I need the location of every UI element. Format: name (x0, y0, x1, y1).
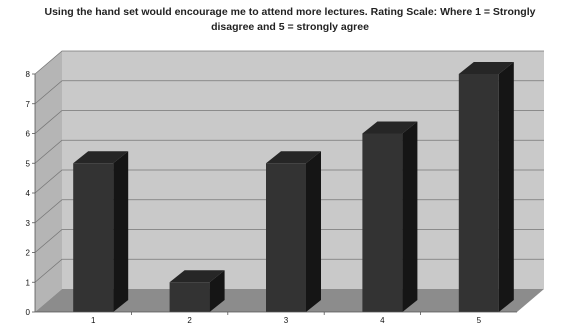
bar-top (266, 151, 321, 164)
bar-top (73, 151, 129, 164)
bar-top (362, 121, 418, 134)
x-tick-label: 2 (187, 316, 192, 324)
bar-2 (169, 270, 225, 312)
bar-front (169, 282, 210, 312)
bar-side (113, 151, 129, 312)
bar-front (266, 163, 306, 312)
y-tick-label: 2 (26, 249, 31, 258)
chart-bars (73, 62, 514, 312)
bar-front (458, 74, 499, 312)
y-tick-label: 4 (26, 189, 31, 198)
gridline (34, 110, 544, 134)
x-tick-labels: 1 2 3 4 5 (91, 316, 482, 324)
bar-side (209, 270, 225, 312)
bar-5 (458, 62, 514, 312)
bar-side (306, 151, 321, 312)
y-tick-label: 5 (26, 159, 31, 168)
bar-top (458, 62, 514, 74)
y-tick-labels: 0 1 2 3 4 5 6 7 8 (26, 70, 31, 317)
x-tick-label: 5 (477, 316, 482, 324)
y-tick-label: 0 (26, 308, 31, 317)
x-tick-label: 4 (380, 316, 385, 324)
gridline (34, 80, 544, 105)
bar-3 (266, 151, 321, 312)
y-tick-label: 3 (26, 219, 31, 228)
bar-front (362, 133, 403, 312)
bar-4 (362, 121, 418, 312)
chart-axes (32, 73, 517, 315)
y-tick-label: 7 (26, 100, 31, 109)
gridline (34, 50, 544, 75)
y-tick-label: 1 (26, 278, 31, 287)
bar-side (498, 62, 514, 312)
bar-front (73, 163, 114, 312)
y-tick-label: 6 (26, 130, 31, 139)
bar-1 (73, 151, 129, 312)
x-tick-label: 1 (91, 316, 96, 324)
y-tick-label: 8 (26, 70, 31, 79)
bar-top (169, 270, 225, 283)
x-tick-label: 3 (284, 316, 289, 324)
chart-title: Using the hand set would encourage me to… (44, 6, 536, 33)
bar-side (402, 121, 418, 312)
